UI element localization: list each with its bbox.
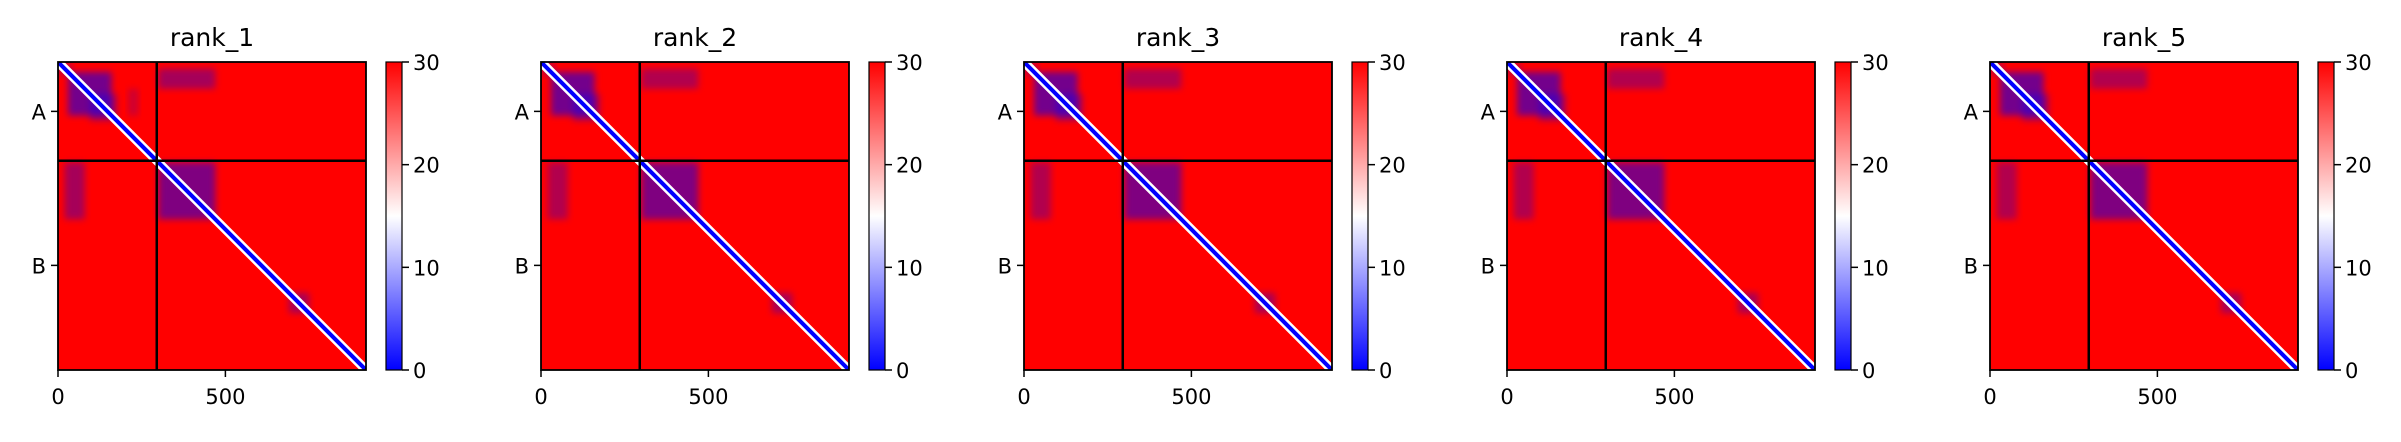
low-error-region <box>128 88 139 116</box>
colorbar-tick-label: 30 <box>413 51 440 75</box>
y-tick-label: B <box>998 254 1012 278</box>
plot-frame <box>540 61 850 371</box>
diagonal-line <box>1990 62 2298 370</box>
diagonal-line <box>1024 62 1332 370</box>
colorbar-tick-label: 30 <box>1379 51 1406 75</box>
panel-4: rank_4 0 500 A B 0 10 20 30 <box>1481 23 1889 409</box>
y-tick-label: B <box>1964 254 1978 278</box>
colorbar <box>1352 62 1368 370</box>
heatmap-cells <box>1507 62 1815 370</box>
low-error-region <box>64 162 85 220</box>
colorbar-tick-label: 20 <box>1379 154 1406 178</box>
y-tick-label: A <box>1481 100 1496 124</box>
panel-title: rank_3 <box>1136 23 1220 52</box>
y-tick-label: B <box>32 254 46 278</box>
low-error-region <box>547 162 568 220</box>
colorbar-tick-label: 10 <box>896 256 923 280</box>
panel-title: rank_2 <box>653 23 737 52</box>
colorbar-tick-label: 0 <box>896 359 909 383</box>
panel-title: rank_1 <box>170 23 254 52</box>
panel-3: rank_3 0 500 A B 0 10 20 30 <box>998 23 1406 409</box>
colorbar-tick-label: 10 <box>413 256 440 280</box>
heatmap-cells <box>541 62 849 370</box>
colorbar-tick-label: 10 <box>1862 256 1889 280</box>
y-tick-label: A <box>32 100 47 124</box>
y-tick-label: B <box>515 254 529 278</box>
low-error-region <box>2090 68 2148 89</box>
colorbar-frame <box>1834 61 1852 371</box>
colorbar-tick-label: 30 <box>1862 51 1889 75</box>
low-error-region <box>1996 162 2017 220</box>
y-tick-label: B <box>1481 254 1495 278</box>
colorbar-tick-label: 30 <box>2345 51 2372 75</box>
heatmap-cells <box>58 62 366 370</box>
heatmap-cells <box>1024 62 1332 370</box>
colorbar-tick-label: 10 <box>2345 256 2372 280</box>
x-tick-label: 0 <box>1500 385 1513 409</box>
colorbar-tick-label: 20 <box>896 154 923 178</box>
colorbar-tick-label: 0 <box>1379 359 1392 383</box>
x-tick-label: 0 <box>1017 385 1030 409</box>
colorbar-tick-label: 30 <box>896 51 923 75</box>
panel-title: rank_4 <box>1619 23 1703 52</box>
low-error-region <box>158 68 216 89</box>
x-tick-label: 500 <box>205 385 245 409</box>
y-tick-label: A <box>1964 100 1979 124</box>
heatmap-cells <box>1990 62 2298 370</box>
x-tick-label: 500 <box>1654 385 1694 409</box>
colorbar-tick-label: 20 <box>413 154 440 178</box>
plot-frame <box>1989 61 2299 371</box>
panel-1: rank_1 0 500 A B 0 10 20 30 <box>32 23 440 409</box>
low-error-region <box>1513 162 1534 220</box>
colorbar-tick-label: 0 <box>1862 359 1875 383</box>
plot-frame <box>57 61 367 371</box>
panel-title: rank_5 <box>2102 23 2186 52</box>
x-tick-label: 0 <box>534 385 547 409</box>
x-tick-label: 500 <box>688 385 728 409</box>
colorbar-frame <box>385 61 403 371</box>
low-error-region <box>641 68 699 89</box>
colorbar <box>1835 62 1851 370</box>
low-error-region <box>1124 68 1182 89</box>
colorbar-tick-label: 0 <box>413 359 426 383</box>
plot-frame <box>1506 61 1816 371</box>
x-tick-label: 0 <box>51 385 64 409</box>
low-error-region <box>1607 68 1665 89</box>
plot-frame <box>1023 61 1333 371</box>
x-tick-label: 500 <box>1171 385 1211 409</box>
colorbar <box>869 62 885 370</box>
colorbar <box>386 62 402 370</box>
colorbar-tick-label: 20 <box>2345 154 2372 178</box>
low-error-region <box>1030 162 1051 220</box>
diagonal-line <box>58 62 366 370</box>
y-tick-label: A <box>998 100 1013 124</box>
colorbar-tick-label: 0 <box>2345 359 2358 383</box>
colorbar-tick-label: 10 <box>1379 256 1406 280</box>
colorbar-frame <box>2317 61 2335 371</box>
y-tick-label: A <box>515 100 530 124</box>
x-tick-label: 500 <box>2137 385 2177 409</box>
colorbar-frame <box>868 61 886 371</box>
x-tick-label: 0 <box>1983 385 1996 409</box>
colorbar <box>2318 62 2334 370</box>
panel-2: rank_2 0 500 A B 0 10 20 30 <box>515 23 923 409</box>
diagonal-line <box>541 62 849 370</box>
colorbar-frame <box>1351 61 1369 371</box>
diagonal-line <box>1507 62 1815 370</box>
colorbar-tick-label: 20 <box>1862 154 1889 178</box>
panel-5: rank_5 0 500 A B 0 10 20 30 <box>1964 23 2372 409</box>
